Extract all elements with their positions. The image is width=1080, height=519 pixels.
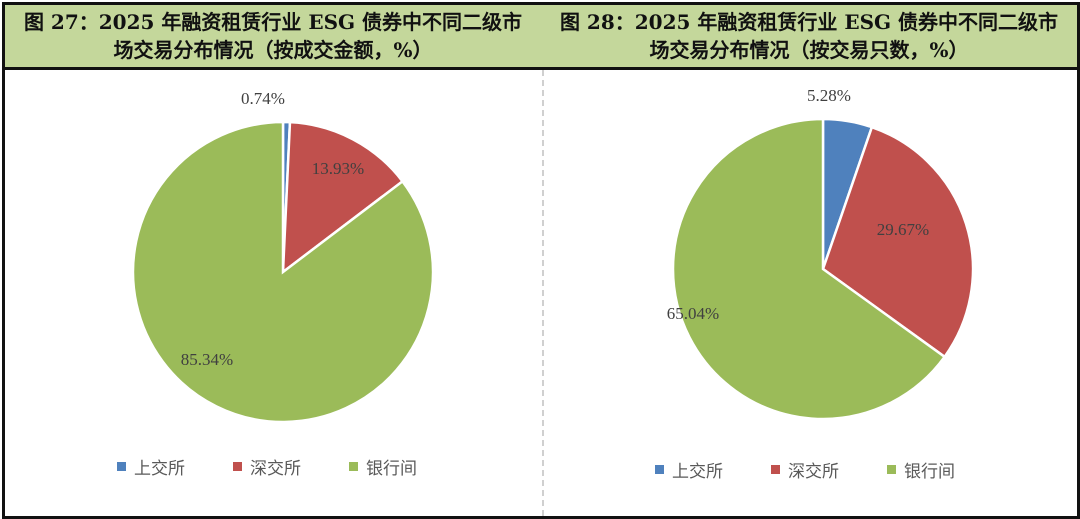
data-label: 0.74% <box>241 89 285 108</box>
figure-27-title: 图 27：2025 年融资租赁行业 ESG 债券中不同二级市 场交易分布情况（按… <box>5 5 541 67</box>
legend-swatch-green <box>349 462 358 471</box>
legend-label: 上交所 <box>134 459 185 479</box>
legend-swatch-red <box>771 465 780 474</box>
legend-27: 上交所 深交所 银行间 <box>117 454 465 479</box>
figure-27-title-line2: 场交易分布情况（按成交金额，%） <box>113 38 433 62</box>
legend-item-szse: 深交所 <box>233 454 301 479</box>
legend-item-sse: 上交所 <box>655 457 723 482</box>
legend-item-interbank: 银行间 <box>349 454 417 479</box>
legend-swatch-green <box>887 465 896 474</box>
legend-swatch-blue <box>117 462 126 471</box>
legend-label: 上交所 <box>672 462 723 482</box>
pie-27-svg: 0.74% 13.93% 85.34% <box>131 89 435 424</box>
legend-item-interbank: 银行间 <box>887 457 955 482</box>
data-label: 13.93% <box>312 159 364 178</box>
pie-slice <box>281 120 405 275</box>
pie-slice <box>131 120 435 424</box>
legend-item-szse: 深交所 <box>771 457 839 482</box>
pie-slice <box>671 117 947 421</box>
pie-chart-28: 5.28% 29.67% 65.04% 上交所 深交所 银行间 <box>543 70 1079 516</box>
legend-28: 上交所 深交所 银行间 <box>655 457 1003 482</box>
data-label: 5.28% <box>807 86 851 105</box>
figure-27-title-line1: 图 27：2025 年融资租赁行业 ESG 债券中不同二级市 <box>23 10 523 34</box>
data-label: 85.34% <box>181 350 233 369</box>
data-label: 65.04% <box>667 304 719 323</box>
legend-swatch-blue <box>655 465 664 474</box>
pie-28-svg: 5.28% 29.67% 65.04% <box>667 86 975 421</box>
pie-slice <box>821 125 975 359</box>
pie-chart-27: 0.74% 13.93% 85.34% 上交所 深交所 银行间 <box>5 70 541 516</box>
legend-label: 银行间 <box>366 459 417 479</box>
figure-28-title-line2: 场交易分布情况（按交易只数，%） <box>649 38 969 62</box>
legend-swatch-red <box>233 462 242 471</box>
figure-28-title-line1: 图 28：2025 年融资租赁行业 ESG 债券中不同二级市 <box>559 10 1059 34</box>
figure-header: 图 27：2025 年融资租赁行业 ESG 债券中不同二级市 场交易分布情况（按… <box>5 5 1077 70</box>
legend-label: 银行间 <box>904 462 955 482</box>
figure-28-title: 图 28：2025 年融资租赁行业 ESG 债券中不同二级市 场交易分布情况（按… <box>541 5 1077 67</box>
panel-divider <box>542 70 544 516</box>
legend-label: 深交所 <box>788 462 839 482</box>
data-label: 29.67% <box>877 220 929 239</box>
legend-item-sse: 上交所 <box>117 454 185 479</box>
legend-label: 深交所 <box>250 459 301 479</box>
